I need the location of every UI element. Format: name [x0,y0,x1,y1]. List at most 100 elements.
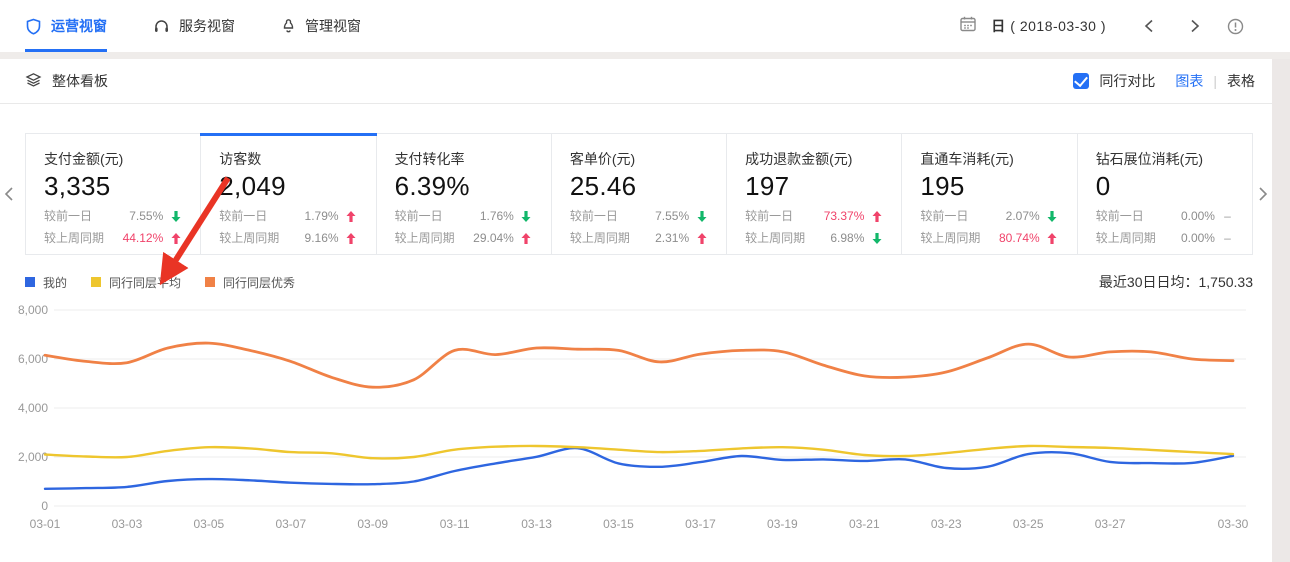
legend-item[interactable]: 我的 [25,274,67,291]
compare-label: 较前一日 [920,209,969,223]
view-controls: 同行对比 图表 | 表格 [1073,71,1255,91]
cards-next-button[interactable] [1258,186,1269,207]
tab-label: 运营视窗 [51,18,107,34]
metric-value: 0 [1095,171,1111,201]
x-axis-label: 03-11 [440,517,470,531]
legend-label: 同行同层平均 [109,275,182,290]
metric-card[interactable]: 支付转化率 6.39% 较前一日 1.76% 较上周同期 29.04% [377,134,552,254]
metric-card[interactable]: 钻石展位消耗(元) 0 较前一日 0.00% – 较上周同期 0.00% – [1078,134,1252,254]
metric-title: 支付金额(元) [44,151,124,167]
metric-card[interactable]: 支付金额(元) 3,335 较前一日 7.55% 较上周同期 44.12% [26,134,202,254]
compare-value: 0.00% [1180,209,1215,223]
series-line-3 [43,341,1235,389]
x-axis-label: 03-05 [194,517,225,531]
x-axis-label: 03-23 [931,517,962,531]
cards-prev-button[interactable] [3,186,14,207]
top-nav-bar: 运营视窗 服务视窗 管理视窗 日 ( 2018-03-30 ) [0,0,1290,52]
chart-legend: 我的 同行同层平均 同行同层优秀 [25,274,319,291]
metric-title: 支付转化率 [394,151,465,167]
compare-label: 较上周同期 [394,231,455,245]
bell-icon [281,18,296,35]
peer-compare-label: 同行对比 [1099,73,1156,89]
trend-up-icon [695,233,708,244]
compare-value: 29.04% [473,231,514,245]
compare-label: 较上周同期 [745,231,806,245]
line-chart[interactable]: 0 2,000 4,000 6,000 8,000 03-01 03-03 03-05 03-0… [0,294,1290,562]
y-axis-label: 6,000 [18,352,48,366]
metric-title: 访客数 [219,151,262,167]
metric-value: 6.39% [394,171,470,201]
info-icon[interactable] [1222,13,1248,39]
next-date-button[interactable] [1182,13,1208,39]
metric-title: 直通车消耗(元) [920,151,1014,167]
compare-value: 73.37% [823,209,865,223]
header-divider [0,52,1290,59]
metric-card[interactable]: 成功退款金额(元) 197 较前一日 73.37% 较上周同期 6.98% [727,134,903,254]
compare-label: 较上周同期 [219,231,280,245]
legend-item[interactable]: 同行同层平均 [91,274,181,291]
x-axis-label: 03-09 [357,517,388,531]
compare-value: 2.31% [655,231,690,245]
compare-row: 较前一日 1.76% [395,209,533,224]
y-axis-label: 4,000 [18,401,48,415]
compare-value: 1.79% [304,209,339,223]
shield-icon [25,18,42,35]
trend-up-icon [345,211,358,222]
legend-label: 同行同层优秀 [223,275,296,290]
view-chart-link[interactable]: 图表 [1175,73,1204,89]
compare-row: 较上周同期 29.04% [395,231,533,246]
date-granularity[interactable]: 日 [991,18,1006,34]
compare-value: 80.74% [998,231,1040,245]
trend-up-icon [520,233,533,244]
tab-label: 服务视窗 [179,18,235,34]
legend-item[interactable]: 同行同层优秀 [205,274,295,291]
metric-value: 25.46 [569,171,637,201]
metric-card[interactable]: 客单价(元) 25.46 较前一日 7.55% 较上周同期 2.31% [552,134,728,254]
board-toolbar: 整体看板 同行对比 图表 | 表格 [0,59,1290,104]
metric-title: 成功退款金额(元) [745,151,853,167]
selected-date[interactable]: ( 2018-03-30 ) [1010,18,1106,34]
compare-label: 较前一日 [569,209,618,223]
compare-label: 较前一日 [745,209,794,223]
main-tabs: 运营视窗 服务视窗 管理视窗 [0,0,407,52]
compare-value: 6.98% [830,231,865,245]
legend-swatch [205,277,216,287]
compare-row: 较前一日 73.37% [745,209,883,224]
y-axis-label: 2,000 [18,450,48,464]
view-table-link[interactable]: 表格 [1227,73,1255,89]
compare-label: 较上周同期 [44,231,105,245]
trend-up-icon [1046,233,1059,244]
legend-swatch [25,277,35,287]
metric-card[interactable]: 访客数 2,049 较前一日 1.79% 较上周同期 9.16% [200,133,377,254]
metric-card[interactable]: 直通车消耗(元) 195 较前一日 2.07% 较上周同期 80.74% [902,134,1078,254]
prev-date-button[interactable] [1136,13,1162,39]
trend-up-icon [870,211,883,222]
metric-title: 客单价(元) [569,151,636,167]
compare-value: 9.16% [304,231,339,245]
compare-label: 较前一日 [1095,209,1144,223]
calendar-icon[interactable] [959,15,977,38]
metric-value: 3,335 [44,171,111,201]
headset-icon [153,18,170,35]
layers-icon [25,71,42,91]
summary-value: 1,750.33 [1198,274,1254,290]
peer-compare-checkbox[interactable] [1073,73,1090,89]
metric-cards-strip: 支付金额(元) 3,335 较前一日 7.55% 较上周同期 44.12% 访客数 2,049… [25,133,1253,255]
compare-row: 较上周同期 44.12% [44,231,182,246]
compare-label: 较前一日 [394,209,443,223]
x-axis-label: 03-15 [603,517,634,531]
compare-row: 较前一日 1.79% [219,209,357,224]
compare-row: 较上周同期 9.16% [219,231,357,246]
summary-text: 最近30日日均：1,750.33 [1099,272,1253,292]
compare-row: 较前一日 2.07% [920,209,1058,224]
x-axis-label: 03-13 [521,517,552,531]
tab-management-window[interactable]: 管理视窗 [281,0,361,52]
trend-down-icon [870,233,883,244]
tab-service-window[interactable]: 服务视窗 [153,0,235,52]
compare-label: 较前一日 [219,209,268,223]
board-title-label: 整体看板 [52,73,108,89]
tab-operations-window[interactable]: 运营视窗 [25,0,107,52]
metric-value: 195 [920,171,965,201]
legend-label: 我的 [43,275,68,290]
compare-value: 1.76% [479,209,514,223]
